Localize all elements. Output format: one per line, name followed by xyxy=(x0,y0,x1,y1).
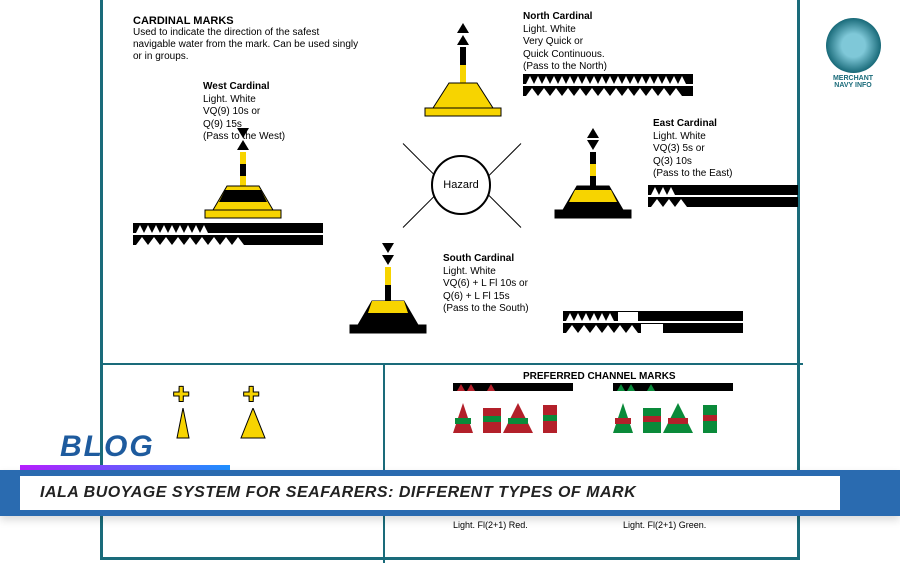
west-label-block: West Cardinal Light. White VQ(9) 10s or … xyxy=(203,81,333,144)
blog-title: IALA BUOYAGE SYSTEM FOR SEAFARERS: DIFFE… xyxy=(20,476,840,510)
south-label-block: South Cardinal Light. White VQ(6) + L Fl… xyxy=(443,253,603,316)
east-l2: VQ(3) 5s or xyxy=(653,143,783,156)
cardinal-heading: CARDINAL MARKS xyxy=(133,15,363,27)
logo-circle-icon xyxy=(826,18,881,73)
east-title: East Cardinal xyxy=(653,118,717,129)
north-l4: (Pass to the North) xyxy=(523,61,693,74)
plus-icon-1: + xyxy=(173,378,189,410)
south-cardinal-buoy xyxy=(338,243,438,343)
south-title: South Cardinal xyxy=(443,253,514,264)
east-flash-icon xyxy=(648,185,798,209)
south-buoy-icon xyxy=(338,243,438,338)
north-buoy-icon xyxy=(413,23,513,123)
north-l3: Quick Continuous. xyxy=(523,49,693,62)
south-l3: Q(6) + L Fl 15s xyxy=(443,291,603,304)
north-l1: Light. White xyxy=(523,24,693,37)
south-l2: VQ(6) + L Fl 10s or xyxy=(443,278,603,291)
north-title: North Cardinal xyxy=(523,11,592,22)
hazard-circle: Hazard xyxy=(431,155,491,215)
blog-label: BLOG xyxy=(60,430,155,464)
hazard-label: Hazard xyxy=(443,179,478,191)
cardinal-heading-block: CARDINAL MARKS Used to indicate the dire… xyxy=(133,15,363,63)
logo-text-bottom: NAVY INFO xyxy=(818,82,888,89)
logo-text-top: MERCHANT xyxy=(818,75,888,82)
east-l1: Light. White xyxy=(653,131,783,144)
pref-right-light: Light. Fl(2+1) Green. xyxy=(623,520,706,530)
west-l2: VQ(9) 10s or xyxy=(203,106,333,119)
south-l1: Light. White xyxy=(443,266,603,279)
north-l2: Very Quick or xyxy=(523,36,693,49)
west-l1: Light. White xyxy=(203,94,333,107)
divider-h xyxy=(103,363,803,365)
south-flash-icon xyxy=(563,311,743,335)
north-cardinal-buoy xyxy=(413,23,513,128)
west-flash-icon xyxy=(133,223,323,247)
plus-icon-2: + xyxy=(243,378,259,410)
north-flash-icon xyxy=(523,74,693,98)
east-l4: (Pass to the East) xyxy=(653,168,783,181)
cardinal-desc: Used to indicate the direction of the sa… xyxy=(133,27,363,63)
pref-left-light: Light. Fl(2+1) Red. xyxy=(453,520,528,530)
east-cardinal-buoy xyxy=(543,128,643,228)
east-l3: Q(3) 10s xyxy=(653,156,783,169)
divider-v xyxy=(383,363,385,563)
site-logo: MERCHANT NAVY INFO xyxy=(818,18,888,88)
west-l3: Q(9) 15s xyxy=(203,119,333,132)
preferred-heading: PREFERRED CHANNEL MARKS xyxy=(523,371,676,382)
east-buoy-icon xyxy=(543,128,643,223)
west-l4: (Pass to the West) xyxy=(203,131,333,144)
west-title: West Cardinal xyxy=(203,81,270,92)
east-label-block: East Cardinal Light. White VQ(3) 5s or Q… xyxy=(653,118,783,181)
north-label-block: North Cardinal Light. White Very Quick o… xyxy=(523,11,693,103)
